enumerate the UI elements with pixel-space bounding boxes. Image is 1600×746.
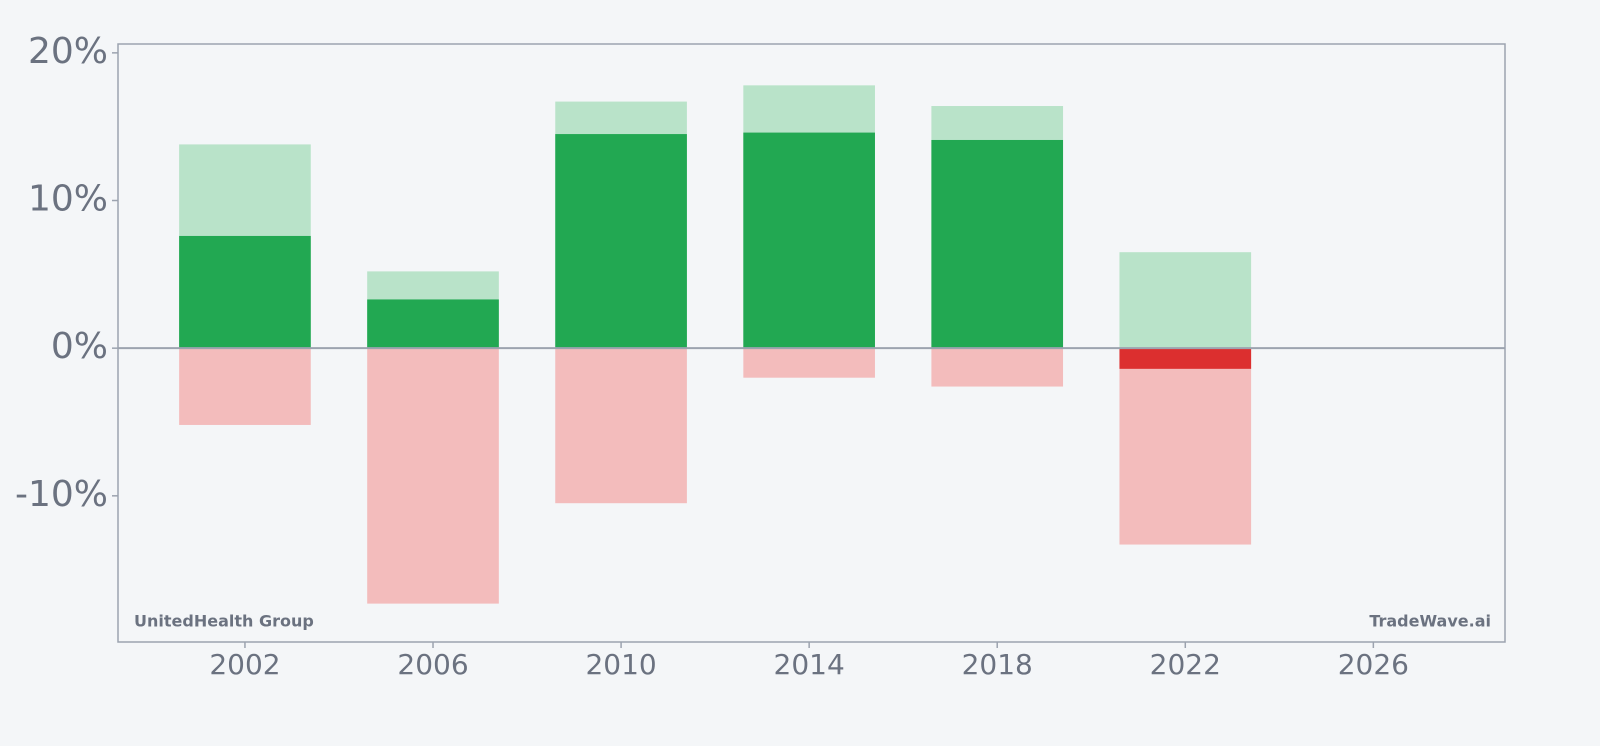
x-tick-label: 2014 [774, 648, 845, 681]
bar [179, 348, 311, 425]
bar [367, 348, 499, 604]
x-tick-label: 2026 [1338, 648, 1409, 681]
x-tick-label: 2006 [397, 648, 468, 681]
bar [555, 348, 687, 504]
y-tick-label: 10% [28, 179, 108, 220]
bar [179, 235, 311, 349]
y-tick-label: 20% [28, 31, 108, 72]
plot-frame [117, 43, 1506, 643]
x-tick-label: 2002 [209, 648, 280, 681]
bar [1119, 252, 1252, 349]
y-tick-label: -10% [15, 474, 108, 515]
bar [367, 299, 499, 349]
bar [1119, 348, 1252, 369]
y-tick-label: 0% [51, 326, 108, 367]
source-label: TradeWave.ai [1369, 612, 1491, 631]
bar [931, 348, 1064, 387]
bar [743, 348, 875, 378]
bar [555, 134, 687, 349]
x-tick-label: 2022 [1150, 648, 1221, 681]
x-tick-label: 2018 [962, 648, 1033, 681]
bar [1119, 348, 1252, 545]
bar [931, 139, 1064, 349]
x-tick-label: 2010 [585, 648, 656, 681]
brand-label: UnitedHealth Group [134, 612, 314, 631]
bar [743, 132, 875, 349]
